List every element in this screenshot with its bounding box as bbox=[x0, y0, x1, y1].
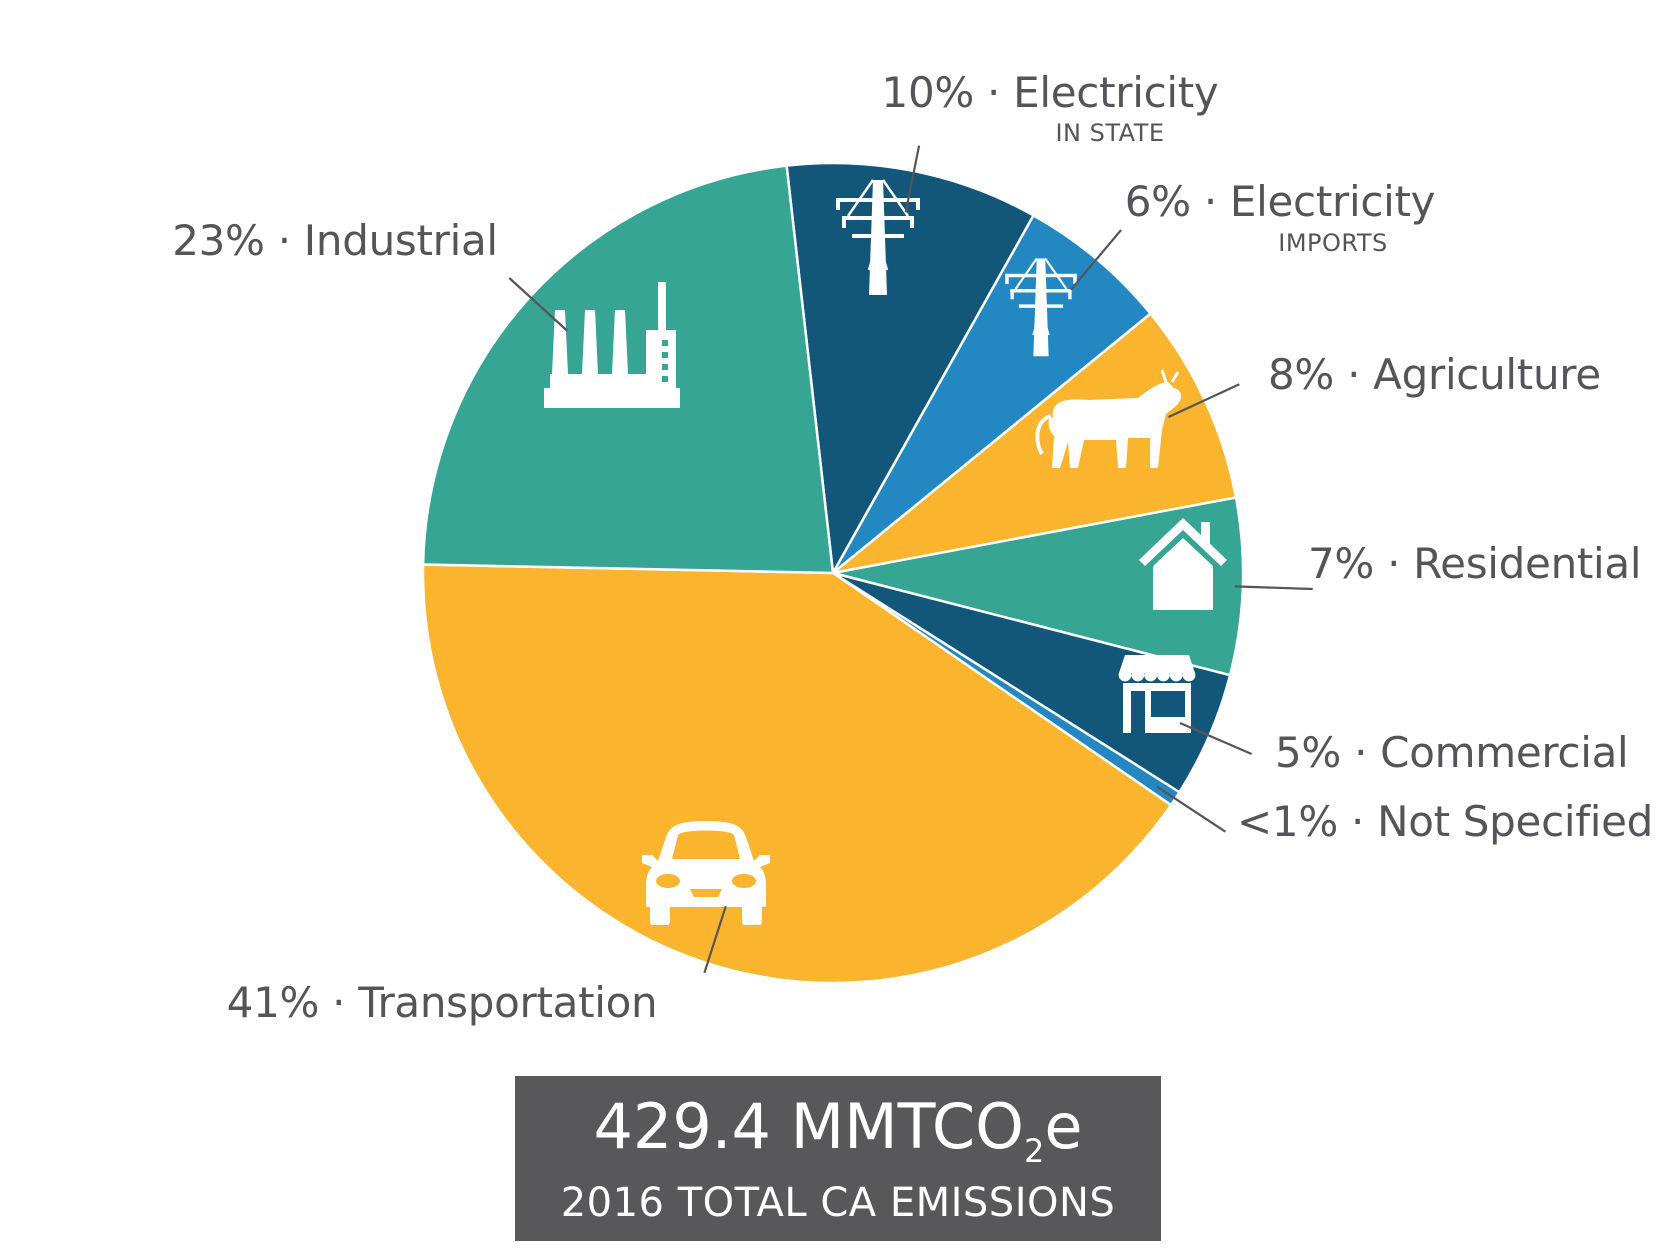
car-icon bbox=[642, 821, 770, 925]
total-unit-subscript: 2 bbox=[1024, 1132, 1045, 1170]
power-tower-icon bbox=[836, 179, 920, 295]
leader-agriculture bbox=[1168, 383, 1240, 418]
label-electricity-imports: 6% · Electricity bbox=[1125, 177, 1436, 226]
leader-electricity-in-state bbox=[904, 145, 921, 213]
house-icon bbox=[1139, 518, 1227, 610]
label-electricity-in-state: 10% · Electricity bbox=[882, 68, 1219, 117]
total-unit-suffix: e bbox=[1044, 1090, 1083, 1163]
label-industrial: 23% · Industrial bbox=[172, 216, 498, 265]
total-emissions-box: 429.4 MMTCO2e 2016 TOTAL CA EMISSIONS bbox=[515, 1076, 1161, 1241]
storefront-icon bbox=[1118, 655, 1196, 733]
label-commercial: 5% · Commercial bbox=[1275, 728, 1628, 777]
label-not-specified: <1% · Not Specified bbox=[1237, 797, 1653, 846]
leader-residential bbox=[1234, 585, 1313, 591]
leader-industrial bbox=[508, 277, 568, 332]
label-transportation: 41% · Transportation bbox=[227, 978, 658, 1027]
label-residential: 7% · Residential bbox=[1308, 539, 1641, 588]
cow-icon bbox=[1035, 369, 1182, 468]
total-emissions-value: 429.4 MMTCO2e bbox=[515, 1092, 1161, 1186]
label-agriculture: 8% · Agriculture bbox=[1268, 350, 1601, 399]
power-tower-icon bbox=[1005, 257, 1077, 357]
leader-lines bbox=[508, 145, 1313, 974]
pie-slices bbox=[421, 161, 1245, 985]
leader-not-specified bbox=[1156, 785, 1227, 833]
sublabel-electricity-imports: IMPORTS bbox=[1278, 229, 1387, 257]
sublabel-electricity-in-state: IN STATE bbox=[1055, 119, 1164, 147]
total-value-text: 429.4 MMTCO bbox=[593, 1090, 1024, 1163]
leader-commercial bbox=[1179, 721, 1253, 756]
slice-icons bbox=[544, 179, 1227, 925]
factory-icon bbox=[544, 282, 680, 408]
leader-transportation bbox=[703, 905, 727, 974]
leader-electricity-imports bbox=[1070, 229, 1122, 291]
total-emissions-caption: 2016 TOTAL CA EMISSIONS bbox=[560, 1180, 1116, 1226]
